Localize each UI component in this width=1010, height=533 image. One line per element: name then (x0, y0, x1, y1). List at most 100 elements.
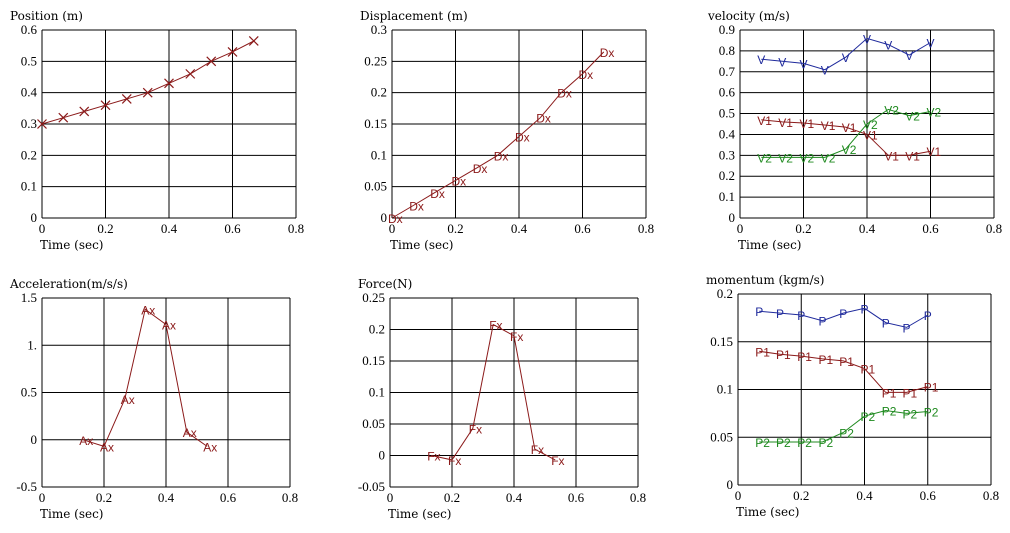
y-tick-label: 0.5 (21, 385, 37, 400)
data-point-label: P2 (924, 405, 939, 419)
data-point-marker (58, 112, 69, 123)
data-point-label: V (842, 51, 850, 65)
series-line (431, 323, 556, 461)
data-point-label: V2 (821, 151, 836, 165)
x-tick-label: 0.4 (161, 221, 178, 236)
x-tick-label: 0.4 (859, 221, 876, 236)
data-point-label: Dx (473, 162, 488, 176)
data-point-marker (37, 119, 47, 129)
data-point-label: P1 (903, 386, 918, 400)
data-point-marker (121, 94, 132, 104)
series-line (41, 40, 255, 125)
data-point-label: V1 (884, 149, 899, 163)
data-point-label: P (839, 307, 847, 321)
x-tick-label: 0.4 (158, 490, 175, 505)
y-tick-label: 0.2 (21, 147, 37, 162)
data-point-label: Fx (448, 454, 461, 468)
data-point-marker (227, 47, 238, 57)
y-tick-label: 0.3 (371, 22, 387, 37)
chart-force: Force(N)0 0.2 0.4 0.6 0.8-0.0500.050.10.150.… (358, 277, 646, 521)
data-point-label: P2 (755, 436, 770, 450)
y-tick-label: 0.2 (719, 168, 735, 183)
y-tick-label: 0.1 (21, 179, 37, 194)
x-tick-label: 0.8 (983, 488, 999, 503)
y-tick-label: 0.15 (710, 334, 733, 349)
data-point-label: Fx (427, 450, 440, 464)
y-tick-label: 0.1 (371, 147, 387, 162)
x-axis-label: Time (sec) (40, 507, 103, 521)
y-tick-label: 0.05 (362, 416, 385, 431)
data-point-label: Dx (515, 131, 530, 145)
y-tick-label: 0.1 (717, 382, 733, 397)
x-axis-label: Time (sec) (736, 505, 799, 519)
y-tick-label: 0.1 (719, 189, 735, 204)
y-tick-label: 0.8 (719, 43, 735, 58)
y-tick-label: 0 (381, 210, 388, 225)
data-point-label: V2 (800, 151, 815, 165)
data-point-label: V1 (927, 145, 942, 159)
data-point-marker (248, 36, 259, 46)
data-point-label: Dx (494, 149, 509, 163)
series-line (761, 37, 931, 71)
data-point-label: Ax (141, 303, 155, 317)
chart-momentum: momentum (kgm/s) 0 0.2 0.4 0.6 0.8 0 0.05 0.1 0.1… (706, 273, 999, 519)
data-point-label: Fx (551, 454, 564, 468)
data-point-marker (185, 68, 196, 79)
y-tick-label: 0.7 (719, 64, 736, 79)
data-point-marker (79, 106, 90, 117)
data-point-label: P1 (776, 348, 791, 362)
y-tick-label: 0.05 (364, 179, 387, 194)
x-tick-label: 0.2 (447, 221, 463, 236)
data-point-label: P2 (903, 407, 918, 421)
chart-acceleration: Acceleration(m/s/s)0 0.2 0.4 0.6 0.8-0.500.5… (9, 277, 298, 521)
y-tick-label: 0.6 (719, 85, 736, 100)
data-point-label: V (905, 49, 913, 63)
data-point-label: V2 (905, 110, 920, 124)
data-point-label: V2 (842, 143, 857, 157)
data-point-label: V2 (927, 105, 942, 119)
y-tick-label: 0.1 (369, 385, 385, 400)
x-tick-label: 0 (387, 490, 394, 505)
y-tick-label: 0.25 (362, 290, 385, 305)
x-axis-label: Time (sec) (738, 238, 801, 252)
data-point-label: V1 (863, 128, 878, 142)
data-point-label: P1 (924, 381, 939, 395)
data-point-label: P (797, 309, 805, 323)
y-tick-label: 0.2 (369, 322, 385, 337)
y-tick-label: 0.4 (21, 85, 38, 100)
y-tick-label: 0.3 (719, 147, 735, 162)
data-point-label: Ax (100, 440, 114, 454)
x-axis-label: Time (sec) (388, 507, 451, 521)
series-line (759, 350, 928, 393)
y-tick-label: 0.15 (362, 353, 385, 368)
x-tick-label: 0.4 (511, 221, 528, 236)
data-point-label: P (818, 315, 826, 329)
x-tick-label: 0.2 (793, 488, 809, 503)
series-line (391, 51, 605, 219)
data-point-label: V2 (884, 103, 899, 117)
data-point-label: V (863, 32, 871, 46)
data-point-label: Dx (409, 199, 424, 213)
x-tick-label: 0 (735, 488, 742, 503)
data-point-label: P1 (882, 386, 897, 400)
data-point-label: P2 (839, 426, 854, 440)
chart-displacement: Displacement (m) 0 0.2 0.4 0.6 0.8 0 0.05 0.1 0.1… (360, 9, 654, 252)
data-point-label: V2 (778, 151, 793, 165)
data-point-label: P (882, 317, 890, 331)
data-point-label: Fx (531, 443, 544, 457)
data-point-label: V1 (800, 117, 815, 131)
data-point-label: Dx (600, 46, 615, 60)
y-tick-label: 0.5 (21, 53, 37, 68)
data-point-label: P (755, 305, 763, 319)
data-point-label: Fx (510, 330, 523, 344)
x-tick-label: 0.8 (986, 221, 1002, 236)
x-tick-label: 0.8 (288, 221, 304, 236)
y-tick-label: 0.3 (21, 116, 37, 131)
x-tick-label: 0.2 (444, 490, 460, 505)
data-point-label: P (776, 307, 784, 321)
y-tick-label: 0.2 (717, 286, 733, 301)
data-point-label: V1 (842, 121, 857, 135)
data-point-label: Dx (557, 87, 572, 101)
x-tick-label: 0 (389, 221, 396, 236)
y-tick-label: 0 (729, 210, 736, 225)
